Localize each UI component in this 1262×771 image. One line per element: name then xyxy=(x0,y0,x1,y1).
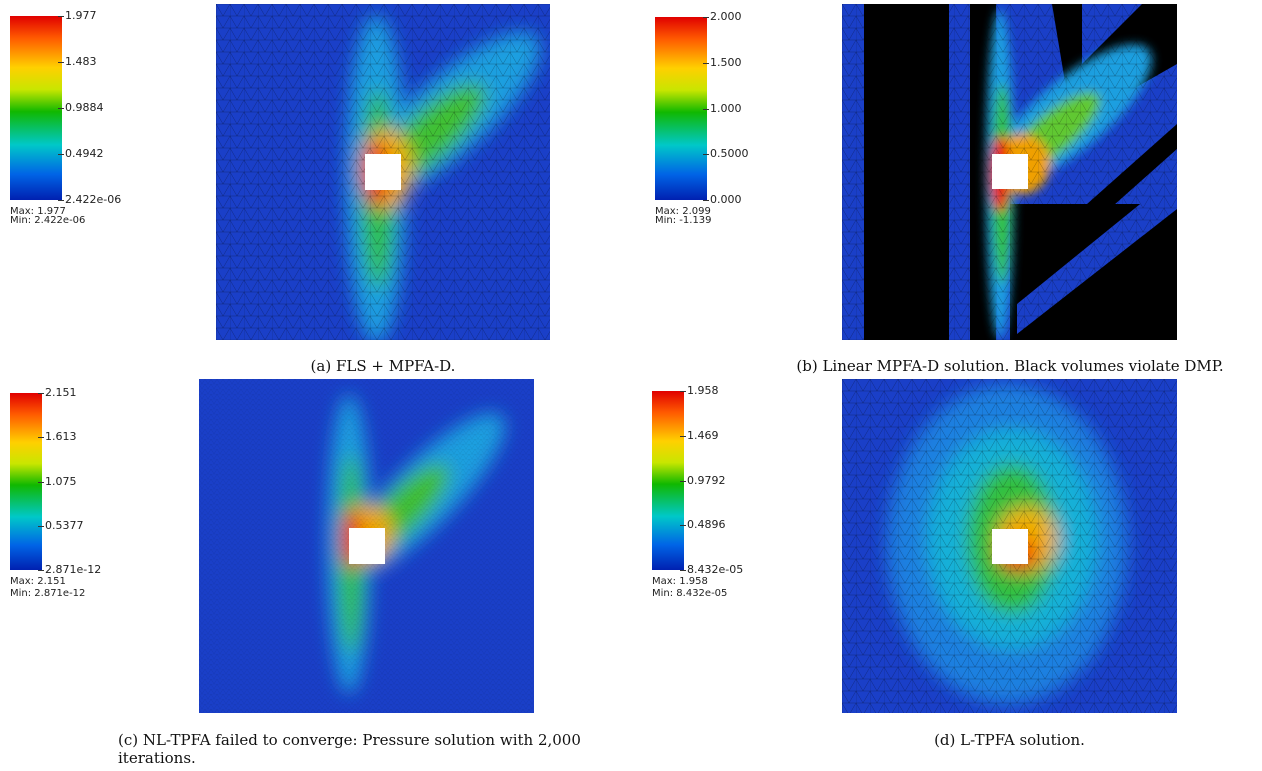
colorbar-tick xyxy=(58,154,64,155)
colorbar-label: 1.483 xyxy=(65,55,97,68)
colorbar-tick xyxy=(680,435,686,437)
field-image xyxy=(199,379,534,713)
colorbar-tick xyxy=(38,481,44,483)
colorbar-tick xyxy=(58,62,64,63)
field-image xyxy=(842,4,1177,340)
colorbar xyxy=(10,16,62,200)
colorbar-tick xyxy=(680,525,686,527)
colorbar-tick xyxy=(703,108,709,110)
colorbar-label: 0.9792 xyxy=(687,473,726,487)
colorbar-label: 1.958 xyxy=(687,384,719,397)
colorbar-tick xyxy=(703,200,709,201)
colorbar-label: 0.4942 xyxy=(65,147,104,160)
colorbar-label: 2.151 xyxy=(45,386,77,399)
colorbar-tick xyxy=(703,154,709,156)
max-text: Max: 2.099 xyxy=(655,206,711,217)
colorbar-label: 0.5377 xyxy=(45,518,84,532)
colorbar-label: 2.871e-12 xyxy=(45,563,102,576)
colorbar-label: 1.977 xyxy=(65,9,97,22)
colorbar-tick xyxy=(703,17,709,18)
colorbar-label: 8.432e-05 xyxy=(687,563,744,576)
colorbar-label: 0.5000 xyxy=(710,147,749,161)
colorbar-tick xyxy=(680,480,686,482)
field-image xyxy=(842,379,1177,713)
caption: (b) Linear MPFA-D solution. Black volume… xyxy=(796,357,1224,375)
caption: (c) NL-TPFA failed to converge: Pressure… xyxy=(118,731,581,767)
min-text: Min: 2.422e-06 xyxy=(10,216,86,224)
colorbar-label: 0.9884 xyxy=(65,101,104,114)
colorbar xyxy=(652,391,684,570)
colorbar-tick xyxy=(58,108,64,109)
colorbar-tick xyxy=(680,570,686,571)
colorbar xyxy=(655,17,707,200)
colorbar-tick xyxy=(38,525,44,527)
colorbar-tick xyxy=(703,62,709,64)
colorbar-tick xyxy=(38,437,44,439)
caption: (d) L-TPFA solution. xyxy=(934,731,1085,749)
colorbar-tick xyxy=(38,393,44,394)
min-text: Min: 2.871e-12 xyxy=(10,588,86,599)
colorbar-label: 0.000 xyxy=(710,193,742,206)
colorbar-label: 1.500 xyxy=(710,55,742,69)
colorbar-tick xyxy=(58,200,64,201)
field-image xyxy=(216,4,550,340)
colorbar-label: 1.075 xyxy=(45,474,77,488)
min-text: Min: 8.432e-05 xyxy=(652,588,728,599)
colorbar-tick xyxy=(680,391,686,392)
colorbar-label: 1.613 xyxy=(45,430,77,444)
caption: (a) FLS + MPFA-D. xyxy=(310,357,456,375)
colorbar-label: 0.4896 xyxy=(687,518,726,532)
colorbar xyxy=(10,393,42,570)
colorbar-label: 2.000 xyxy=(710,10,742,23)
colorbar-label: 2.422e-06 xyxy=(65,193,122,206)
colorbar-label: 1.469 xyxy=(687,428,719,442)
colorbar-label: 1.000 xyxy=(710,101,742,115)
max-text: Max: 2.151 xyxy=(10,576,66,587)
max-text: Max: 1.977 xyxy=(10,206,66,217)
colorbar-tick xyxy=(58,16,64,17)
max-text: Max: 1.958 xyxy=(652,576,708,587)
colorbar-tick xyxy=(38,570,44,571)
min-text: Min: -1.139 xyxy=(655,216,712,224)
